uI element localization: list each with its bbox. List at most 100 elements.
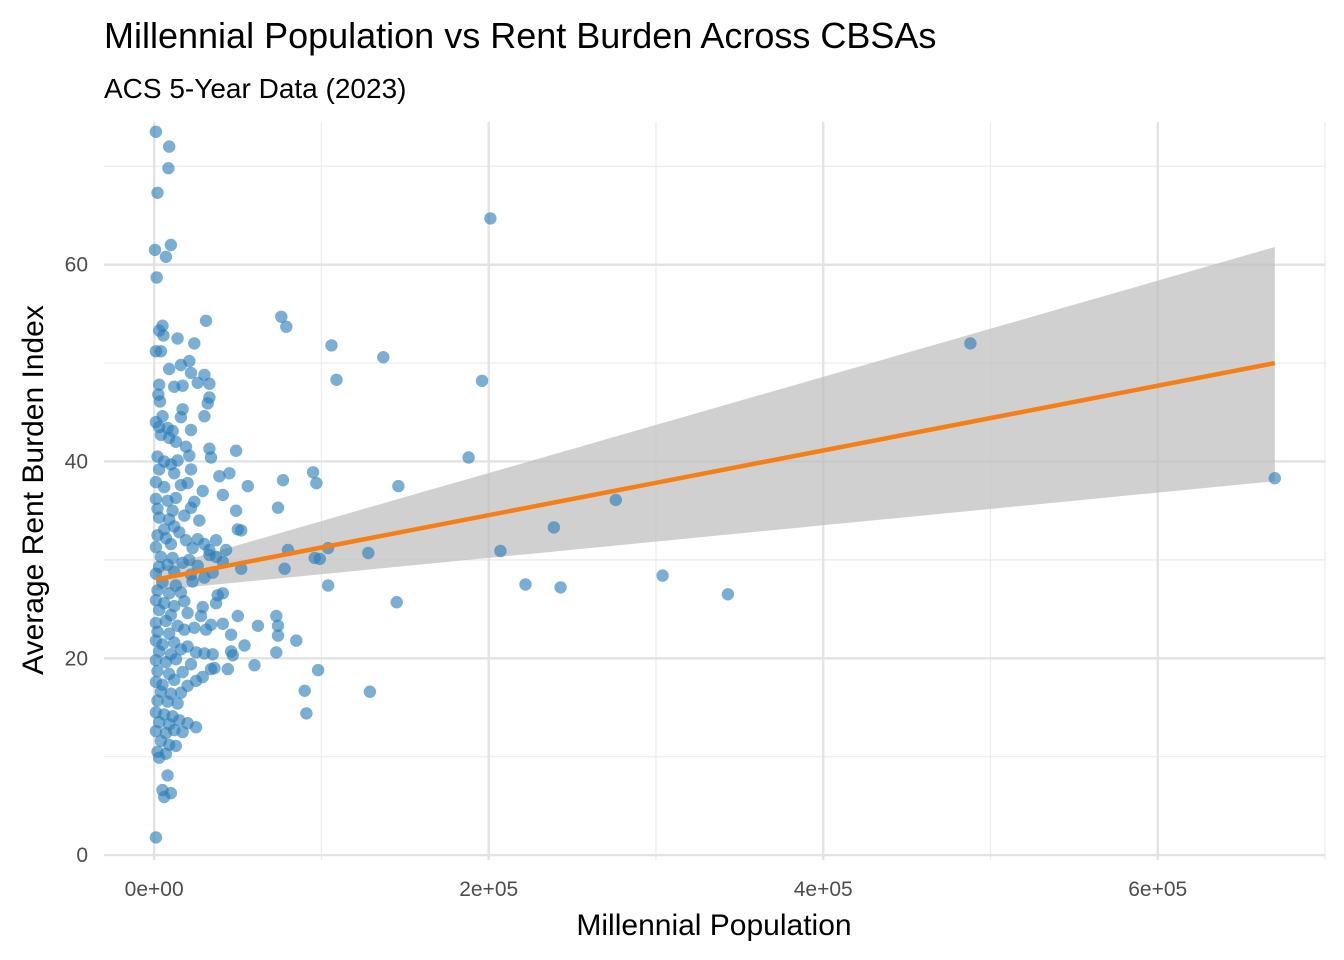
data-point	[189, 721, 203, 734]
data-point	[321, 579, 335, 592]
data-point	[204, 662, 218, 676]
data-point	[231, 609, 244, 623]
data-point	[306, 466, 320, 479]
chart-subtitle: ACS 5-Year Data (2023)	[104, 73, 406, 104]
data-point	[609, 493, 622, 507]
data-point	[194, 609, 208, 623]
data-point	[153, 603, 166, 617]
trend-line	[155, 360, 1276, 582]
data-point	[178, 595, 191, 608]
data-point	[188, 337, 201, 350]
data-point	[184, 366, 198, 380]
data-point	[151, 694, 164, 707]
data-point	[168, 673, 181, 687]
x-tick-label: 4e+05	[794, 878, 853, 901]
data-point	[392, 479, 405, 493]
data-point	[226, 649, 239, 662]
data-point	[149, 724, 163, 738]
data-point	[176, 556, 189, 569]
data-point	[206, 648, 219, 661]
data-point	[153, 378, 166, 391]
confidence-band	[155, 247, 1275, 591]
data-point	[362, 546, 375, 560]
data-point	[229, 504, 243, 517]
data-point	[248, 659, 261, 672]
data-point	[203, 377, 216, 390]
data-point	[171, 332, 184, 345]
data-point	[221, 662, 234, 676]
data-point	[174, 643, 188, 656]
data-point	[193, 514, 206, 527]
data-point	[278, 562, 291, 575]
data-point	[196, 484, 209, 498]
data-point	[153, 395, 167, 408]
data-point	[154, 345, 168, 358]
data-point	[330, 373, 343, 386]
data-point	[158, 790, 171, 804]
data-point	[150, 271, 163, 284]
data-point	[184, 658, 198, 671]
data-point	[209, 597, 223, 610]
x-tick-label: 0e+00	[125, 878, 184, 901]
data-point	[159, 250, 173, 263]
data-point	[163, 587, 176, 600]
data-point	[199, 623, 213, 636]
data-point	[174, 686, 188, 699]
data-point	[157, 329, 170, 342]
y-axis-ticks: 0 20 40 60	[65, 254, 88, 867]
data-point	[204, 451, 218, 464]
data-point	[178, 509, 191, 522]
data-point	[184, 423, 198, 437]
data-point	[213, 470, 226, 483]
data-point	[216, 617, 229, 630]
data-point	[229, 444, 243, 457]
data-point	[276, 474, 290, 487]
data-point	[169, 739, 183, 753]
data-points-layer	[148, 125, 1282, 844]
data-point	[186, 575, 199, 588]
x-tick-label: 6e+05	[1128, 878, 1187, 901]
y-tick-label: 40	[65, 450, 88, 473]
data-point	[270, 646, 283, 659]
data-point	[271, 501, 285, 514]
data-point	[153, 463, 166, 476]
data-point	[325, 339, 338, 352]
data-point	[148, 243, 162, 257]
data-point	[184, 463, 198, 476]
data-point	[251, 619, 265, 632]
data-point	[149, 125, 163, 138]
data-point	[181, 606, 194, 620]
data-point	[290, 634, 303, 647]
data-point	[153, 751, 166, 764]
data-point	[216, 488, 229, 502]
data-point	[519, 578, 532, 591]
data-point	[188, 621, 201, 634]
confidence-band-layer	[155, 247, 1275, 591]
data-point	[554, 581, 567, 594]
data-point	[275, 310, 288, 323]
data-point	[209, 534, 223, 547]
data-point	[390, 596, 403, 609]
y-axis-title: Average Rent Burden Index	[17, 305, 50, 675]
data-point	[199, 314, 213, 327]
data-point	[171, 454, 184, 467]
data-point	[721, 588, 735, 601]
data-point	[964, 337, 977, 350]
data-point	[270, 609, 283, 623]
data-point	[163, 362, 176, 376]
data-point	[149, 831, 163, 844]
data-point	[151, 584, 164, 597]
x-axis-title: Millennial Population	[576, 909, 851, 942]
data-point	[484, 212, 497, 225]
data-point	[156, 410, 169, 423]
data-point	[183, 354, 196, 368]
data-point	[298, 684, 311, 697]
data-point	[174, 411, 188, 424]
data-point	[310, 476, 323, 490]
data-point	[183, 449, 196, 462]
data-point	[656, 569, 669, 582]
data-point	[169, 491, 183, 505]
data-point	[280, 320, 293, 333]
data-point	[162, 162, 175, 175]
